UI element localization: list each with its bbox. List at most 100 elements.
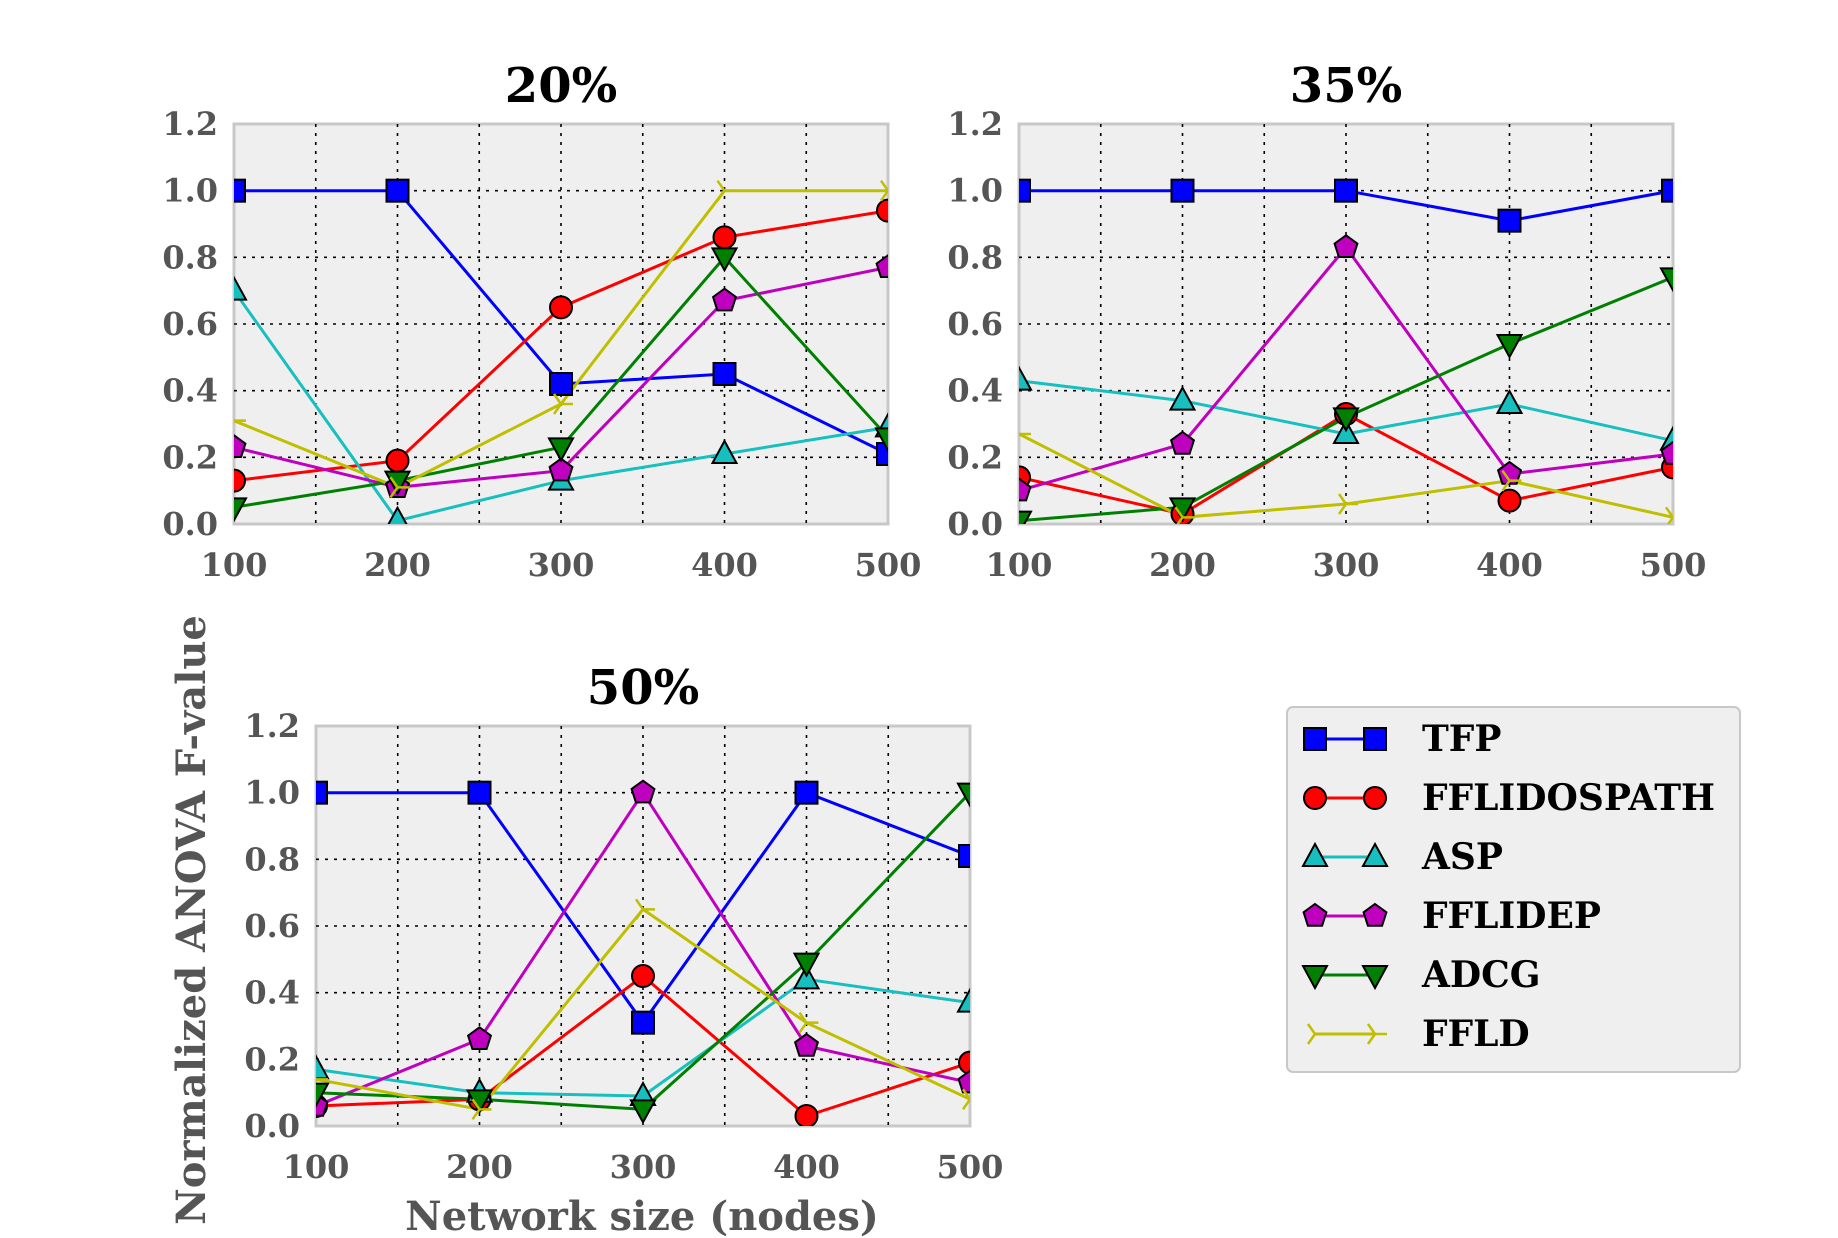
data-point-fflidep [957, 1069, 970, 1094]
data-point-adcg [1495, 334, 1524, 360]
y-tick-label: 0.4 [162, 372, 218, 410]
data-point-fflidep [875, 254, 888, 278]
legend-marker [1302, 902, 1328, 927]
x-tick-label: 200 [446, 1148, 513, 1186]
data-point-ffld [552, 393, 573, 415]
series-group [234, 178, 888, 524]
data-point-ffld [961, 1088, 970, 1111]
data-point-fflidospath [549, 295, 573, 320]
legend-box [1286, 706, 1741, 1073]
legend-marker [1306, 1023, 1327, 1045]
data-point-ffld [1337, 493, 1358, 515]
x-tick-label: 500 [1640, 546, 1707, 584]
y-tick-label: 0.0 [162, 505, 218, 543]
y-tick-label: 1.2 [947, 105, 1003, 143]
y-tick-label: 0.6 [947, 305, 1003, 343]
data-point-tfp [549, 372, 573, 396]
legend-item-fflidep: FFLIDEP [1302, 895, 1601, 937]
panel-title: 50% [587, 660, 699, 716]
series-group [1019, 178, 1673, 524]
data-point-asp [1495, 388, 1524, 414]
x-tick-label: 200 [364, 546, 431, 584]
data-point-fflidep [711, 287, 738, 312]
legend-marker [1303, 786, 1327, 810]
legend-item-ffld: FFLD [1306, 1013, 1530, 1055]
legend-marker [1363, 727, 1387, 751]
data-point-ffld [234, 418, 246, 423]
x-tick-label: 400 [1476, 546, 1543, 584]
data-point-tfp [794, 780, 819, 805]
data-point-adcg [792, 952, 821, 978]
data-point-asp [956, 987, 970, 1013]
x-tick-label: 300 [528, 546, 595, 584]
legend-label: FFLIDEP [1422, 895, 1601, 937]
data-point-tfp [876, 442, 888, 466]
data-point-adcg [629, 1099, 657, 1125]
legend-marker [1301, 965, 1329, 991]
data-point-asp [1168, 385, 1197, 411]
data-point-fflidep [1496, 460, 1523, 485]
data-point-ffld [389, 476, 410, 499]
x-axis-label: Network size (nodes) [405, 1193, 879, 1238]
legend-marker [1362, 902, 1388, 927]
data-point-adcg [547, 437, 575, 463]
data-point-fflidep [1333, 234, 1359, 258]
panel-0: 20% 0.0 0.2 0.4 0.6 0.8 1.0 1.2 100 200 300 400 500 [162, 58, 921, 584]
data-point-tfp [1170, 178, 1195, 203]
series-group [316, 779, 970, 1126]
data-point-tfp [1019, 178, 1031, 203]
data-point-adcg [956, 782, 970, 808]
data-point-fflidospath [876, 198, 888, 223]
legend-label: ASP [1421, 836, 1503, 878]
panel-title: 20% [505, 58, 617, 114]
y-tick-label: 0.6 [162, 305, 218, 343]
legend-marker [1303, 727, 1327, 751]
y-tick-label: 0.2 [162, 438, 218, 476]
y-tick-label: 0.6 [244, 907, 300, 945]
y-tick-label: 1.0 [947, 172, 1003, 210]
x-tick-label: 100 [201, 546, 268, 584]
data-point-adcg [234, 497, 248, 523]
data-point-ffld [879, 179, 888, 202]
data-point-asp [316, 1054, 330, 1080]
legend-label: FFLD [1422, 1013, 1530, 1055]
legend-marker [1366, 1023, 1387, 1045]
legend-label: ADCG [1421, 954, 1541, 996]
x-tick-label: 500 [855, 546, 922, 584]
data-point-tfp [467, 780, 492, 805]
y-tick-label: 1.2 [244, 707, 300, 745]
data-point-ffld [798, 1011, 819, 1034]
data-point-adcg [874, 427, 888, 453]
data-point-asp [234, 275, 248, 301]
data-point-fflidospath [1497, 488, 1522, 513]
data-point-fflidospath [385, 448, 410, 473]
data-point-tfp [1497, 208, 1522, 233]
y-tick-label: 1.2 [162, 105, 218, 143]
x-tick-label: 500 [937, 1148, 1004, 1186]
y-tick-label: 0.0 [244, 1107, 300, 1145]
y-axis-label: Normalized ANOVA F-value [168, 615, 215, 1225]
y-tick-label: 1.0 [162, 172, 218, 210]
data-point-fflidospath [234, 468, 246, 493]
data-point-adcg [1332, 407, 1360, 433]
legend-label: FFLIDOSPATH [1422, 777, 1715, 819]
data-point-tfp [234, 178, 246, 203]
x-tick-label: 100 [283, 1148, 350, 1186]
data-point-fflidospath [631, 964, 655, 988]
data-point-fflidospath [794, 1104, 819, 1126]
data-point-fflidep [1019, 477, 1032, 502]
data-point-adcg [316, 1082, 330, 1108]
data-point-ffld [316, 1077, 328, 1082]
data-point-ffld [716, 179, 737, 202]
legend-marker [1361, 841, 1389, 867]
data-point-tfp [316, 780, 328, 805]
data-point-tfp [1334, 178, 1358, 203]
data-point-fflidospath [712, 225, 737, 250]
y-tick-label: 0.8 [244, 840, 300, 878]
data-point-tfp [958, 844, 970, 868]
y-tick-label: 0.4 [244, 974, 300, 1012]
x-tick-label: 200 [1149, 546, 1216, 584]
panel-2: 50% 0.0 0.2 0.4 0.6 0.8 1.0 1.2 100 200 300 400 500 [244, 660, 1003, 1186]
panel-title: 35% [1290, 58, 1402, 114]
